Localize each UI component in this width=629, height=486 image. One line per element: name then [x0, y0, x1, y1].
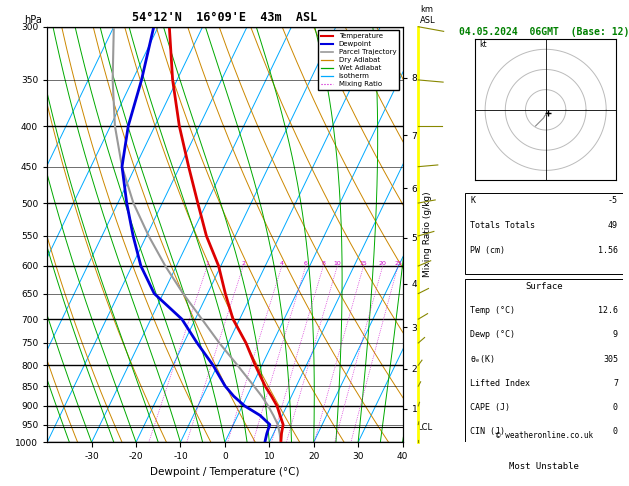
Text: © weatheronline.co.uk: © weatheronline.co.uk — [496, 431, 593, 440]
Text: 25: 25 — [394, 261, 402, 266]
Text: Totals Totals: Totals Totals — [470, 221, 535, 230]
Text: Lifted Index: Lifted Index — [470, 379, 530, 388]
Text: 0: 0 — [613, 427, 618, 436]
Title: 54°12'N  16°09'E  43m  ASL: 54°12'N 16°09'E 43m ASL — [132, 11, 318, 24]
Text: 04.05.2024  06GMT  (Base: 12): 04.05.2024 06GMT (Base: 12) — [459, 27, 629, 37]
Text: LCL: LCL — [417, 423, 432, 432]
Text: 12.6: 12.6 — [598, 306, 618, 315]
Text: PW (cm): PW (cm) — [470, 246, 505, 255]
Bar — [465, 279, 623, 454]
Text: 15: 15 — [360, 261, 367, 266]
Text: Most Unstable: Most Unstable — [509, 462, 579, 471]
Text: 6: 6 — [304, 261, 308, 266]
Text: 10: 10 — [333, 261, 341, 266]
Text: 9: 9 — [613, 330, 618, 340]
Text: Temp (°C): Temp (°C) — [470, 306, 515, 315]
Text: 2: 2 — [242, 261, 245, 266]
Text: 305: 305 — [603, 355, 618, 364]
Text: Surface: Surface — [525, 282, 563, 291]
Text: Dewp (°C): Dewp (°C) — [470, 330, 515, 340]
Text: 7: 7 — [613, 379, 618, 388]
Text: 20: 20 — [379, 261, 387, 266]
Text: CAPE (J): CAPE (J) — [470, 403, 510, 412]
Text: 49: 49 — [608, 221, 618, 230]
Y-axis label: Mixing Ratio (g/kg): Mixing Ratio (g/kg) — [423, 191, 432, 278]
Legend: Temperature, Dewpoint, Parcel Trajectory, Dry Adiabat, Wet Adiabat, Isotherm, Mi: Temperature, Dewpoint, Parcel Trajectory… — [318, 30, 399, 90]
Text: 4: 4 — [280, 261, 284, 266]
Text: 1: 1 — [205, 261, 209, 266]
Text: kt: kt — [479, 40, 487, 49]
Bar — [465, 193, 623, 274]
Text: K: K — [470, 196, 475, 205]
Bar — [465, 459, 623, 486]
Text: -5: -5 — [608, 196, 618, 205]
Text: 0: 0 — [613, 403, 618, 412]
Text: 1.56: 1.56 — [598, 246, 618, 255]
Text: hPa: hPa — [24, 15, 42, 25]
Text: θₑ(K): θₑ(K) — [470, 355, 495, 364]
Text: km
ASL: km ASL — [420, 5, 436, 25]
X-axis label: Dewpoint / Temperature (°C): Dewpoint / Temperature (°C) — [150, 467, 299, 477]
Text: 8: 8 — [321, 261, 325, 266]
Text: CIN (J): CIN (J) — [470, 427, 505, 436]
